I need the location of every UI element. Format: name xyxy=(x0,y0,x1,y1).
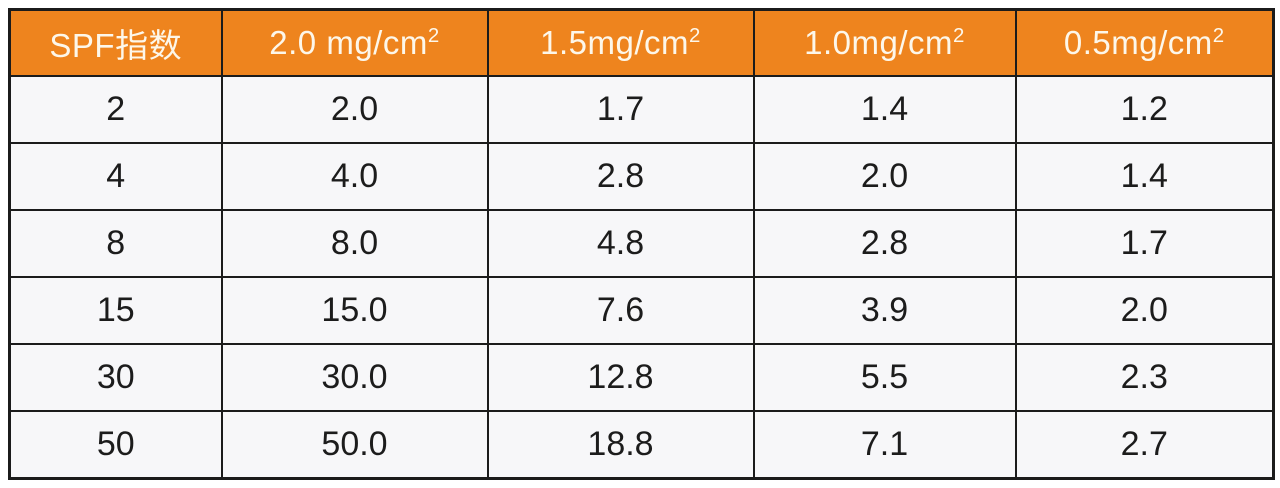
table-cell: 2.8 xyxy=(752,208,1017,278)
table-row: 4 4.0 2.8 2.0 1.4 xyxy=(8,141,1275,211)
table-cell: 4 xyxy=(8,141,223,211)
table-cell: 4.0 xyxy=(220,141,489,211)
table-cell: 7.1 xyxy=(752,409,1017,480)
table-row: 8 8.0 4.8 2.8 1.7 xyxy=(8,208,1275,278)
table-cell: 50.0 xyxy=(220,409,489,480)
table-cell: 8 xyxy=(8,208,223,278)
column-header-1．5mg: 1.5mg/cm2 xyxy=(486,8,755,77)
table-cell: 30.0 xyxy=(220,342,489,412)
table-cell: 2.0 xyxy=(752,141,1017,211)
table-cell: 1.7 xyxy=(486,75,755,144)
table-cell: 5.5 xyxy=(752,342,1017,412)
header-row: SPF指数 2.0 mg/cm2 1.5mg/cm2 1.0mg/cm2 0.5… xyxy=(8,8,1275,77)
spf-dosage-table: SPF指数 2.0 mg/cm2 1.5mg/cm2 1.0mg/cm2 0.5… xyxy=(8,8,1275,480)
table-cell: 2.7 xyxy=(1014,409,1275,480)
table-cell: 18.8 xyxy=(486,409,755,480)
table-row: 30 30.0 12.8 5.5 2.3 xyxy=(8,342,1275,412)
column-header-0．5mg: 0.5mg/cm2 xyxy=(1014,8,1275,77)
column-header-1．0mg: 1.0mg/cm2 xyxy=(752,8,1017,77)
table-cell: 2.0 xyxy=(1014,275,1275,345)
table-cell: 2.3 xyxy=(1014,342,1275,412)
table-row: 50 50.0 18.8 7.1 2.7 xyxy=(8,409,1275,480)
table-cell: 2.8 xyxy=(486,141,755,211)
spf-dosage-table-container: SPF指数 2.0 mg/cm2 1.5mg/cm2 1.0mg/cm2 0.5… xyxy=(8,8,1275,480)
table-row: 15 15.0 7.6 3.9 2.0 xyxy=(8,275,1275,345)
table-cell: 3.9 xyxy=(752,275,1017,345)
table-cell: 50 xyxy=(8,409,223,480)
table-cell: 2 xyxy=(8,75,223,144)
table-cell: 7.6 xyxy=(486,275,755,345)
table-cell: 1.4 xyxy=(752,75,1017,144)
table-cell: 1.4 xyxy=(1014,141,1275,211)
table-cell: 15.0 xyxy=(220,275,489,345)
column-header-2．0mg: 2.0 mg/cm2 xyxy=(220,8,489,77)
table-cell: 30 xyxy=(8,342,223,412)
column-header-spf-index: SPF指数 xyxy=(8,8,223,77)
table-cell: 15 xyxy=(8,275,223,345)
table-cell: 8.0 xyxy=(220,208,489,278)
table-cell: 2.0 xyxy=(220,75,489,144)
table-cell: 12.8 xyxy=(486,342,755,412)
table-cell: 1.7 xyxy=(1014,208,1275,278)
table-cell: 4.8 xyxy=(486,208,755,278)
table-cell: 1.2 xyxy=(1014,75,1275,144)
table-row: 2 2.0 1.7 1.4 1.2 xyxy=(8,75,1275,144)
